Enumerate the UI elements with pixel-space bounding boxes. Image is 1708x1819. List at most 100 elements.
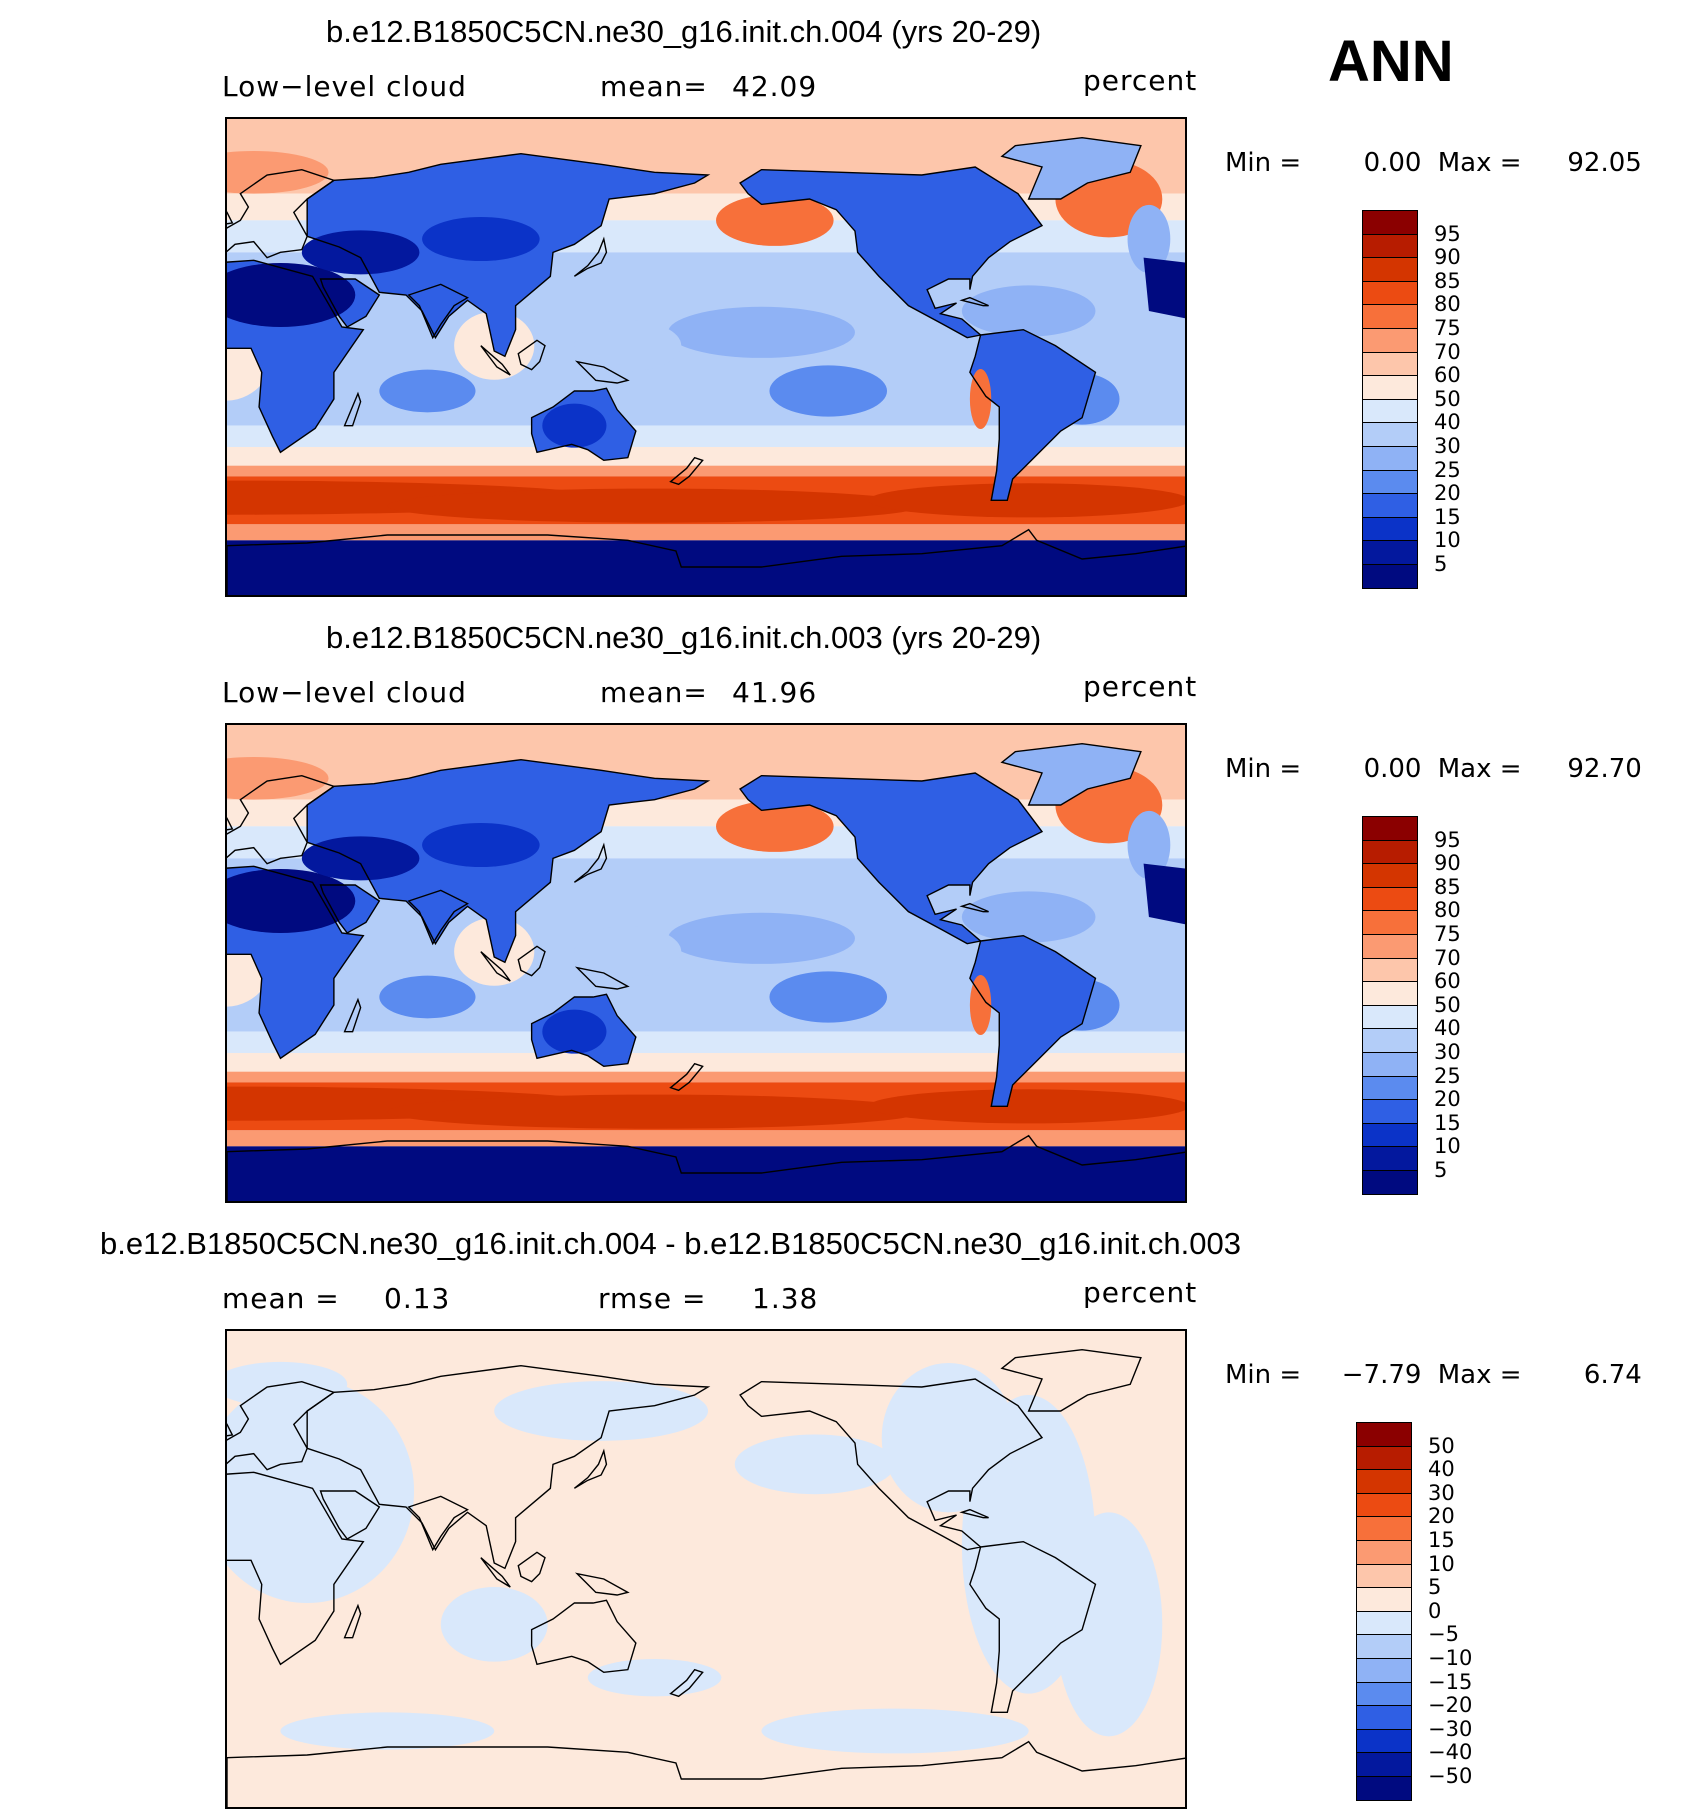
colorbar-swatch: [1356, 1776, 1412, 1802]
max-value: 6.74: [1583, 1360, 1642, 1390]
min-max-readout: Min = 0.00 Max = 92.05: [1225, 148, 1642, 178]
colorbar-swatch: [1356, 1634, 1412, 1660]
land-field: [969, 329, 1096, 501]
colorbar-tick-label: 85: [1434, 874, 1461, 899]
coastline: [669, 456, 704, 486]
colorbar-swatch: [1362, 469, 1418, 495]
field-blob: [542, 1009, 607, 1054]
colorbar-swatch: [1362, 422, 1418, 448]
coastline: [407, 1495, 469, 1552]
min-value: 0.00: [1363, 148, 1422, 178]
colorbar-swatch: [1362, 910, 1418, 936]
field-blob: [1143, 863, 1185, 925]
colorbar-tick-label: 90: [1434, 851, 1461, 876]
colorbar-tick-label: 50: [1428, 1433, 1455, 1458]
coastline: [227, 259, 365, 454]
coastline: [517, 1551, 546, 1583]
colorbar-swatch: [1356, 1752, 1412, 1778]
panel-title: b.e12.B1850C5CN.ne30_g16.init.ch.004 (yr…: [326, 14, 1042, 49]
coastline: [969, 328, 1097, 502]
coastline: [1000, 136, 1142, 200]
field-blob: [969, 369, 992, 429]
colorbar-tick-label: 40: [1434, 1016, 1461, 1041]
field-blob: [227, 757, 329, 800]
colorbar-swatch: [1356, 1492, 1412, 1518]
colorbar-swatch: [1362, 816, 1418, 842]
field-blob: [769, 971, 888, 1023]
colorbar-swatch: [1362, 1075, 1418, 1101]
coastline: [739, 772, 1044, 945]
field-blob: [734, 1434, 896, 1495]
coastline: [573, 1448, 608, 1489]
colorbar-swatch: [1362, 398, 1418, 424]
map-plot: [225, 117, 1187, 597]
rmse-value: 1.38: [752, 1282, 819, 1315]
colorbar-tick-label: 60: [1434, 363, 1461, 388]
coastline: [669, 1062, 704, 1092]
field-band: [227, 1130, 1185, 1147]
coastline: [517, 339, 546, 371]
colorbar-swatch: [1362, 1099, 1418, 1125]
colorbar-tick-label: 90: [1434, 245, 1461, 270]
colorbar-swatch: [1362, 257, 1418, 283]
colorbar-swatch: [1362, 516, 1418, 542]
map-plot: [225, 1329, 1187, 1809]
field-blob: [440, 1587, 548, 1662]
colorbar-swatch: [1356, 1422, 1412, 1448]
colorbar-tick-label: −5: [1428, 1622, 1459, 1647]
land-field: [408, 284, 468, 338]
colorbar-swatch: [1356, 1445, 1412, 1471]
colorbar-tick-label: 10: [1434, 1134, 1461, 1159]
coastline: [573, 236, 608, 277]
colorbar-swatch: [1362, 280, 1418, 306]
colorbar-tick-label: 5: [1428, 1575, 1442, 1600]
colorbar-swatch: [1362, 1170, 1418, 1196]
colorbar-swatch: [1356, 1728, 1412, 1754]
colorbar-tick-label: 15: [1428, 1528, 1455, 1552]
colorbar-swatch: [1356, 1705, 1412, 1731]
coastline: [343, 391, 362, 427]
field-band: [227, 1071, 1185, 1083]
colorbar-tick-label: 75: [1434, 316, 1461, 340]
field-band: [227, 465, 1185, 477]
coastline: [969, 1540, 1097, 1714]
coastline: [227, 1423, 234, 1437]
coastline: [574, 1572, 630, 1596]
field-blob: [574, 320, 682, 372]
coastline: [407, 283, 469, 340]
field-band: [227, 447, 1185, 466]
coastline: [319, 1490, 381, 1540]
colorbar-swatch: [1362, 863, 1418, 889]
min-label: Min =: [1225, 754, 1302, 784]
colorbar-swatch: [1356, 1658, 1412, 1684]
field-blob: [716, 194, 834, 246]
field-blob: [1055, 1512, 1163, 1737]
field-blob: [379, 369, 476, 413]
colorbar-swatch: [1362, 540, 1418, 566]
field-map: [227, 119, 1185, 595]
field-blob: [868, 483, 1185, 518]
units-label: percent: [1083, 64, 1198, 97]
coastline: [959, 1508, 989, 1519]
coastline: [343, 1603, 362, 1639]
mean-value: 0.13: [384, 1282, 451, 1315]
coastline: [517, 945, 546, 977]
colorbar-tick-label: 20: [1428, 1504, 1455, 1529]
field-band: [227, 1146, 1185, 1201]
field-band: [227, 1031, 1185, 1053]
panel-title: b.e12.B1850C5CN.ne30_g16.init.ch.003 (yr…: [326, 620, 1042, 655]
colorbar-tick-label: −40: [1428, 1740, 1473, 1765]
min-max-readout: Min = 0.00 Max = 92.70: [1225, 754, 1642, 784]
colorbar-swatch: [1362, 934, 1418, 960]
colorbar-tick-label: 30: [1434, 434, 1461, 458]
field-blob: [961, 891, 1096, 943]
colorbar-tick-label: −15: [1428, 1669, 1473, 1694]
colorbar-tick-label: 25: [1434, 1063, 1461, 1088]
colorbar-swatch: [1362, 351, 1418, 377]
colorbar-swatch: [1356, 1469, 1412, 1495]
coastline: [959, 296, 989, 307]
field-blob: [387, 488, 922, 523]
difference-map: [227, 1331, 1185, 1807]
colorbar-tick-label: 70: [1434, 945, 1461, 970]
colorbar-swatch: [1356, 1516, 1412, 1542]
